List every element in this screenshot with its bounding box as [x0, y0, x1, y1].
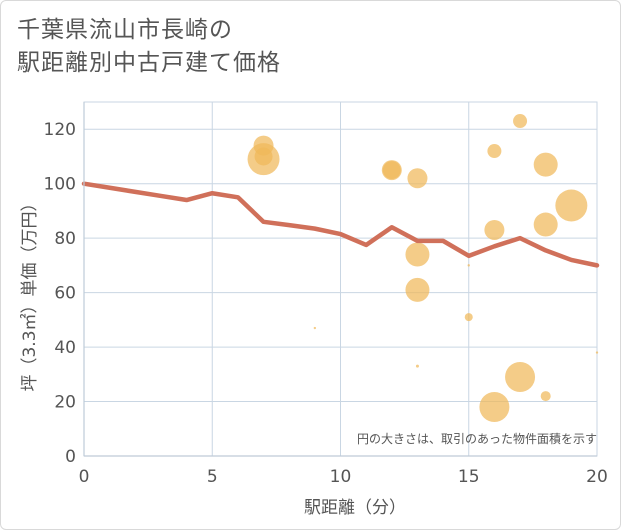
data-bubble: [513, 114, 528, 129]
trend-line: [81, 181, 600, 268]
x-axis-title: 駅距離（分）: [304, 498, 406, 518]
data-bubble: [533, 212, 558, 237]
y-tick-label: 0: [65, 447, 76, 467]
chart-title-line-1: 千葉県流山市長崎の: [17, 17, 233, 43]
data-bubble: [382, 161, 401, 180]
chart-title: 千葉県流山市長崎の 駅距離別中古戸建て価格: [17, 14, 281, 80]
data-bubble: [467, 264, 470, 267]
grid: [83, 101, 598, 457]
y-tick-label: 120: [44, 120, 76, 140]
data-bubble: [540, 391, 551, 402]
x-tick-label: 0: [79, 467, 90, 487]
y-tick-label: 60: [54, 284, 76, 304]
y-tick-label: 80: [54, 229, 76, 249]
bubble-series: [247, 114, 599, 422]
data-bubble: [405, 242, 430, 267]
x-tick-label: 20: [586, 467, 608, 487]
data-bubble: [487, 144, 502, 159]
bubble-size-note: 円の大きさは、取引のあった物件面積を示す: [357, 431, 597, 446]
trend-line-series: [81, 181, 600, 268]
y-tick-label: 40: [54, 338, 76, 358]
data-bubble: [313, 326, 317, 330]
data-bubble: [479, 391, 510, 422]
data-bubble: [484, 219, 505, 240]
data-bubble: [595, 351, 599, 354]
y-axis-title: 坪（3.3㎡）単価（万円）: [20, 194, 40, 391]
chart-title-line-2: 駅距離別中古戸建て価格: [17, 50, 281, 76]
data-bubble: [555, 189, 588, 222]
x-tick-label: 10: [330, 467, 352, 487]
data-bubble: [464, 313, 473, 322]
data-bubble: [407, 168, 428, 189]
x-tick-label: 15: [458, 467, 480, 487]
data-bubble: [405, 277, 430, 302]
data-bubble: [415, 364, 419, 368]
data-bubble: [533, 152, 558, 177]
x-tick-label: 5: [207, 467, 218, 487]
y-tick-label: 100: [44, 175, 76, 195]
y-tick-label: 20: [54, 393, 76, 413]
data-bubble: [254, 147, 273, 166]
data-bubble: [505, 362, 536, 393]
axes: 0 20 40 60 80 100 120 0 5 10 15 20: [44, 102, 608, 487]
